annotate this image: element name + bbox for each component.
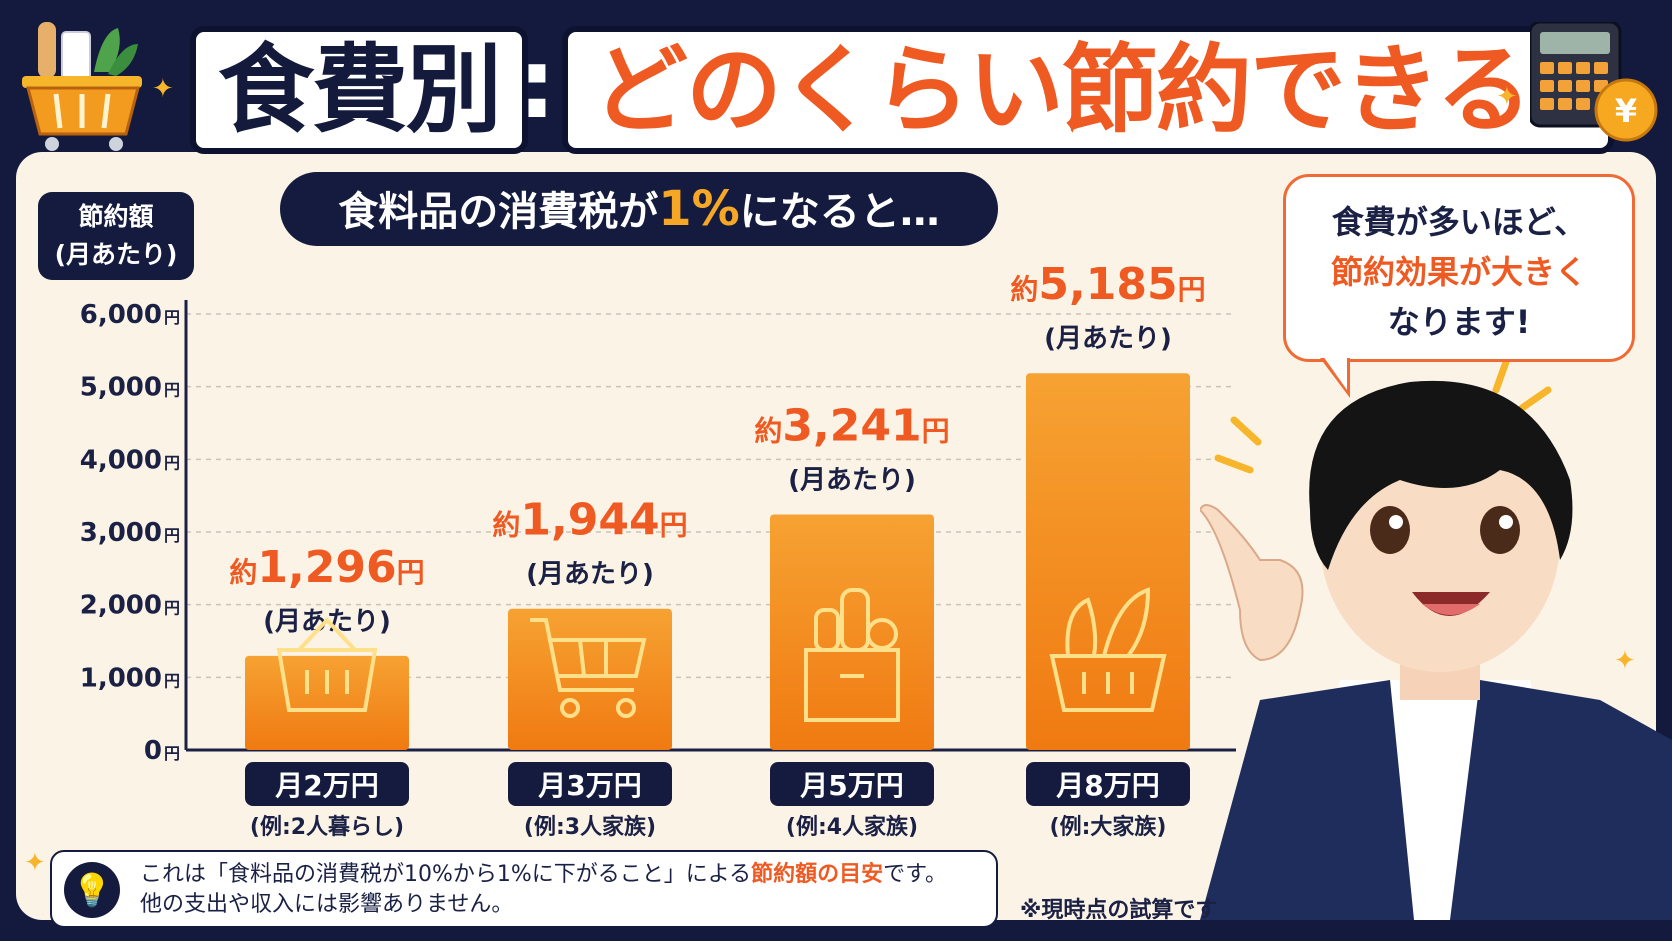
calculator-icon: ¥: [1530, 22, 1658, 142]
title-left: 食費別: [190, 26, 528, 154]
y-tick-unit: 円: [164, 526, 180, 545]
x-category-example: (例:3人家族): [524, 814, 656, 840]
x-category-label: 月5万円: [799, 769, 903, 802]
speech-bubble: 食費が多いほど、 節約効果が大きく なります!: [1283, 174, 1635, 362]
bubble-line3: なります!: [1387, 303, 1531, 341]
bar-value-label: 約5,185円: [1010, 259, 1205, 310]
bar-per-month-label: (月あたり): [526, 560, 654, 590]
x-category-example: (例:大家族): [1050, 814, 1167, 840]
y-tick-label: 6,000: [80, 300, 162, 330]
grocery-bag-icon: [804, 588, 900, 722]
note-line1-pre: これは「食料品の消費税が10%から1%に下がること」による: [140, 862, 752, 887]
shopping-cart-icon: [530, 618, 647, 718]
y-tick-unit: 円: [164, 744, 180, 763]
subtitle-highlight: 1%: [658, 181, 740, 237]
sparkle-icon: ✦: [1496, 82, 1518, 112]
note-line1-highlight: 節約額の目安: [751, 862, 884, 887]
subtitle-prefix: 食料品の消費税が: [338, 189, 659, 235]
note-line2: 他の支出や収入には影響ありません。: [140, 892, 514, 917]
bubble-line2: 節約効果が大きく: [1330, 253, 1587, 291]
category-pill: [245, 762, 409, 806]
subtitle-banner: 食料品の消費税が1%になると…: [280, 172, 998, 246]
page-title: 食費別 : どのくらい節約できる?: [190, 8, 1614, 154]
category-pill: [1026, 762, 1190, 806]
x-category-example: (例:2人暮らし): [250, 815, 404, 840]
lightbulb-icon: 💡: [64, 862, 120, 918]
y-tick-label: 3,000: [80, 518, 162, 548]
bar: [770, 514, 934, 750]
bubble-tail-inner: [1323, 356, 1347, 390]
x-category-label: 月8万円: [1055, 769, 1159, 802]
grocery-basket-icon: [22, 22, 142, 151]
x-category-label: 月3万円: [537, 769, 641, 802]
bar-per-month-label: (月あたり): [788, 465, 916, 495]
bar-value-label: 約3,241円: [754, 400, 949, 451]
y-tick-unit: 円: [164, 308, 180, 327]
bubble-line1: 食費が多いほど、: [1331, 203, 1587, 241]
svg-text:¥: ¥: [1615, 92, 1637, 130]
y-tick-unit: 円: [164, 381, 180, 400]
y-tick-unit: 円: [164, 453, 180, 472]
category-pill: [770, 762, 934, 806]
bar-per-month-label: (月あたり): [1044, 324, 1172, 354]
y-tick-label: 0: [144, 736, 162, 766]
title-right: どのくらい節約できる?: [562, 26, 1614, 154]
y-tick-unit: 円: [164, 599, 180, 618]
note-line1-post: です。: [883, 862, 947, 887]
x-category-example: (例:4人家族): [786, 814, 918, 840]
bar-value-label: 約1,296円: [229, 542, 424, 593]
bar: [508, 608, 672, 750]
category-pill: [508, 762, 672, 806]
bar-value-label: 約1,944円: [492, 495, 687, 546]
y-tick-label: 1,000: [80, 663, 162, 693]
subtitle-suffix: になると…: [739, 189, 940, 235]
y-tick-unit: 円: [164, 671, 180, 690]
x-category-label: 月2万円: [274, 769, 378, 802]
basket-icon: [276, 617, 378, 712]
disclaimer: ※現時点の試算です: [1020, 898, 1218, 923]
vegetable-basket-icon: [1049, 587, 1167, 712]
sparkle-icon: ✦: [152, 74, 174, 104]
sparkle-icon: ✦: [24, 848, 46, 878]
sparkle-icon: ✦: [1614, 646, 1636, 676]
y-axis-title: 節約額 (月あたり): [38, 192, 194, 280]
note-line1: これは「食料品の消費税が10%から1%に下がること」による節約額の目安です。: [140, 860, 947, 890]
title-colon: :: [517, 28, 556, 140]
character-illustration: [1200, 360, 1672, 920]
y-axis-title-line2: (月あたり): [54, 240, 178, 269]
y-tick-label: 2,000: [80, 591, 162, 621]
y-tick-label: 5,000: [80, 373, 162, 403]
note-box: 💡 これは「食料品の消費税が10%から1%に下がること」による節約額の目安です。…: [50, 850, 998, 928]
y-axis-title-line1: 節約額: [78, 202, 154, 231]
bar: [245, 655, 409, 750]
y-tick-label: 4,000: [80, 445, 162, 475]
note-text: これは「食料品の消費税が10%から1%に下がること」による節約額の目安です。 他…: [140, 860, 947, 920]
